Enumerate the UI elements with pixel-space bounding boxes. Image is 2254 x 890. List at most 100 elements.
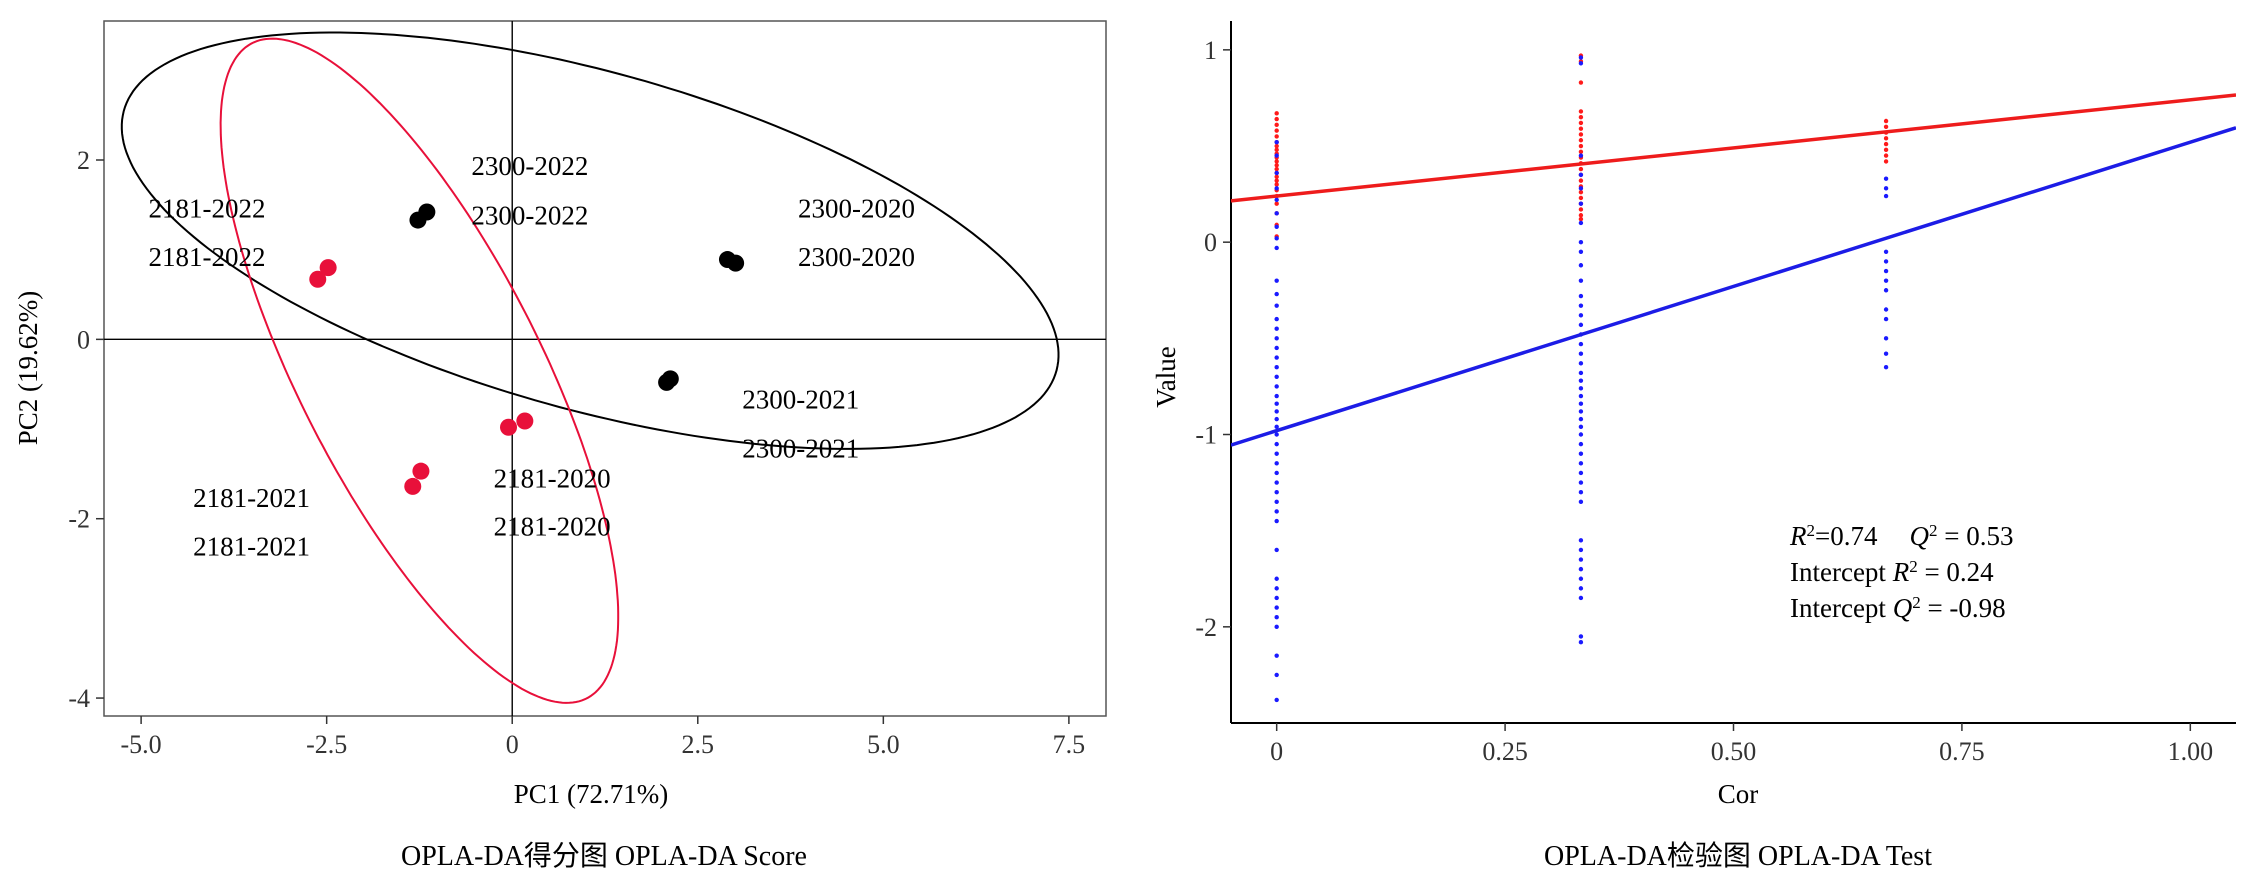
permutation-point-Q2 <box>1274 316 1279 322</box>
permutation-point-R2 <box>1883 124 1889 129</box>
permutation-point-Q2 <box>1578 61 1584 66</box>
permutation-point-Q2 <box>1578 341 1584 347</box>
permutation-point-Q2 <box>1274 432 1279 437</box>
permutation-point-Q2 <box>1274 480 1279 485</box>
permutation-point-R2 <box>1578 109 1584 114</box>
score-y-tick-label: 2 <box>77 146 90 175</box>
score-point-2181-4 <box>516 412 534 430</box>
permutation-point-R2 <box>1274 128 1279 133</box>
intercept-r2-prefix: Intercept <box>1790 557 1893 587</box>
score-y-tick-label: -2 <box>68 505 90 534</box>
permutation-point-Q2 <box>1578 441 1584 447</box>
permutation-point-R2 <box>1578 149 1584 154</box>
permutation-point-Q2 <box>1578 480 1584 485</box>
permutation-point-Q2 <box>1578 386 1584 391</box>
permutation-point-Q2 <box>1578 451 1584 456</box>
score-y-axis-title: PC2 (19.62%) <box>13 291 43 446</box>
permutation-point-Q2 <box>1274 384 1279 389</box>
annotation-line-3: Intercept Q2 = -0.98 <box>1790 593 2006 624</box>
point-label-2300-2022: 2300-2022 <box>471 151 588 181</box>
regression-line-R2 <box>1231 93 2236 203</box>
permutation-point-Q2 <box>1274 518 1279 524</box>
permutation-point-Q2 <box>1578 278 1584 283</box>
permutation-point-Q2 <box>1883 278 1889 283</box>
permutation-point-Q2 <box>1578 490 1584 495</box>
test-statistics-annotation: R2=0.74 Q2 = 0.53 Intercept R2 = 0.24 Int… <box>1789 521 2013 624</box>
permutation-point-Q2 <box>1578 263 1584 268</box>
score-plot-frame <box>103 20 1107 717</box>
test-x-tick-label: 0.75 <box>1939 737 1985 766</box>
permutation-point-Q2 <box>1578 249 1584 254</box>
point-label-2181-2021: 2181-2021 <box>193 531 310 561</box>
permutation-point-Q2 <box>1578 547 1584 553</box>
test-y-tick-label: -1 <box>1195 421 1217 450</box>
permutation-point-R2 <box>1578 213 1584 218</box>
score-reference-lines <box>104 21 1106 716</box>
score-x-axis: -5.0 -2.5 0 2.5 5.0 7.5 <box>121 716 1085 759</box>
permutation-point-Q2 <box>1578 55 1584 60</box>
permutation-point-Q2 <box>1883 176 1889 181</box>
permutation-point-Q2 <box>1883 364 1889 370</box>
r2-symbol: R <box>1789 521 1807 551</box>
score-y-axis: 2 0 -2 -4 <box>68 146 104 713</box>
test-x-axis-title: Cor <box>1718 779 1759 809</box>
test-x-tick-label: 0 <box>1270 737 1283 766</box>
permutation-point-Q2 <box>1274 451 1279 456</box>
score-x-tick-label: -2.5 <box>306 730 347 759</box>
score-x-tick-label: 2.5 <box>682 730 715 759</box>
permutation-point-Q2 <box>1883 268 1889 274</box>
permutation-point-Q2 <box>1883 351 1889 356</box>
score-y-tick-label: 0 <box>77 325 90 354</box>
permutation-point-Q2 <box>1578 303 1584 308</box>
permutation-point-Q2 <box>1578 186 1584 191</box>
permutation-point-R2 <box>1578 178 1584 183</box>
confidence-ellipse-2300 <box>120 31 1060 450</box>
test-x-tick-label: 0.25 <box>1482 737 1528 766</box>
permutation-point-R2 <box>1274 201 1279 206</box>
intercept-r2-superscript: 2 <box>1909 557 1918 576</box>
permutation-point-R2 <box>1578 114 1584 120</box>
test-chart: 0 0.25 0.50 0.75 1.00 10-1-2 R2=0.74 Q2 = 0.5… <box>1151 21 2236 872</box>
point-label-2300-2021: 2300-2021 <box>742 434 859 464</box>
test-y-tick-label: 0 <box>1204 228 1217 257</box>
intercept-q2-prefix: Intercept <box>1790 593 1893 623</box>
permutation-point-R2 <box>1578 189 1584 195</box>
permutation-point-Q2 <box>1274 470 1279 476</box>
permutation-point-Q2 <box>1578 361 1584 366</box>
permutation-point-Q2 <box>1578 322 1584 328</box>
permutation-point-Q2 <box>1578 595 1584 601</box>
permutation-point-Q2 <box>1274 595 1279 601</box>
permutation-point-Q2 <box>1274 355 1279 360</box>
permutation-point-Q2 <box>1578 566 1584 572</box>
point-label-2300-2021: 2300-2021 <box>742 384 859 414</box>
permutation-point-R2 <box>1883 147 1889 153</box>
permutation-point-R2 <box>1274 163 1279 168</box>
permutation-point-R2 <box>1578 216 1584 222</box>
permutation-point-Q2 <box>1578 393 1584 399</box>
permutation-point-Q2 <box>1274 393 1279 399</box>
q2-value: = 0.53 <box>1937 521 2013 551</box>
intercept-q2-value: = -0.98 <box>1921 593 2006 623</box>
permutation-point-R2 <box>1883 141 1889 147</box>
permutation-point-Q2 <box>1274 139 1279 145</box>
permutation-point-Q2 <box>1578 576 1584 581</box>
permutation-point-Q2 <box>1274 499 1279 505</box>
score-point-2181-3 <box>500 418 518 436</box>
permutation-point-Q2 <box>1274 374 1279 380</box>
score-point-2181-2 <box>319 259 337 277</box>
point-label-2181-2020: 2181-2020 <box>494 512 611 542</box>
permutation-point-Q2 <box>1883 186 1889 191</box>
point-label-2300-2020: 2300-2020 <box>798 193 915 223</box>
permutation-point-Q2 <box>1578 239 1584 245</box>
permutation-point-R2 <box>1578 195 1584 201</box>
test-y-tick-label: 1 <box>1204 36 1217 65</box>
score-point-2181-5 <box>404 477 422 495</box>
permutation-point-Q2 <box>1883 316 1889 322</box>
permutation-point-Q2 <box>1274 509 1279 514</box>
test-points <box>1274 53 1889 703</box>
score-x-axis-title: PC1 (72.71%) <box>514 779 669 809</box>
permutation-point-Q2 <box>1578 293 1584 299</box>
permutation-point-Q2 <box>1274 441 1279 447</box>
